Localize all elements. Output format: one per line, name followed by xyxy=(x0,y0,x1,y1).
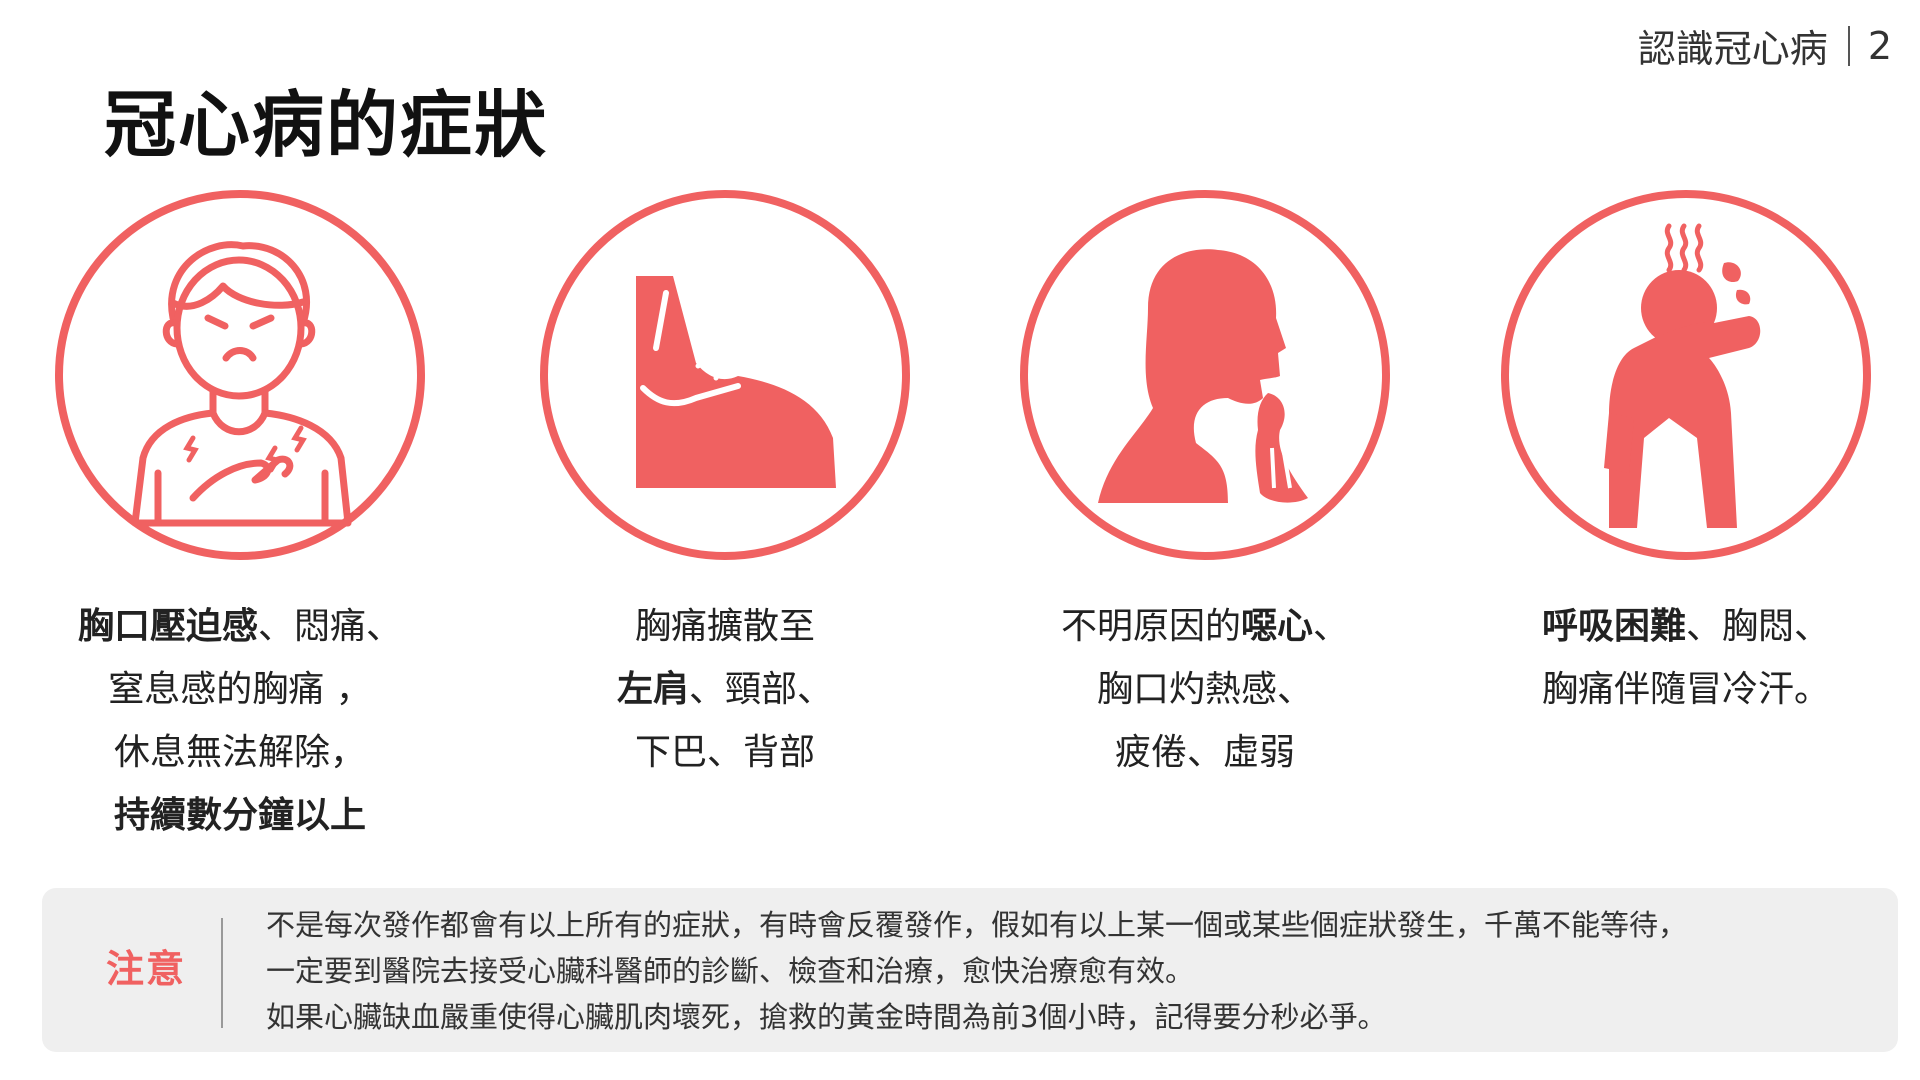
page-title: 冠心病的症狀 xyxy=(104,83,549,167)
note-line: 如果心臟缺血嚴重使得心臟肌肉壞死，搶救的黃金時間為前3個小時，記得要分秒必爭。 xyxy=(266,1000,1387,1034)
text-seg: 左肩 xyxy=(616,669,689,710)
text-seg: 下巴、背部 xyxy=(634,732,815,773)
text-seg: 胸口灼熱感、 xyxy=(1096,669,1313,710)
text-seg: 胸痛擴散至 xyxy=(634,606,815,647)
note-line: 不是每次發作都會有以上所有的症狀，有時會反覆發作，假如有以上某一個或某些個症狀發… xyxy=(266,908,1688,942)
text-seg: 、頸部、 xyxy=(689,669,834,710)
icon-circle xyxy=(1020,190,1390,560)
symptom-card-nausea: 不明原因的噁心、 胸口灼熱感、 疲倦、虛弱 xyxy=(960,190,1440,840)
text-seg: 呼吸困難 xyxy=(1541,606,1686,647)
symptom-text: 胸口壓迫感、悶痛、 窒息感的胸痛 ， 休息無法解除， 持續數分鐘以上 xyxy=(0,595,485,847)
text-seg: 、 xyxy=(1313,606,1350,647)
section-title: 認識冠心病 xyxy=(1637,27,1828,71)
symptom-text: 胸痛擴散至 左肩、頸部、 下巴、背部 xyxy=(480,595,970,784)
text-seg: 疲倦、虛弱 xyxy=(1114,732,1295,773)
symptom-text: 呼吸困難、胸悶、 胸痛伴隨冒冷汗。 xyxy=(1441,595,1920,721)
note-divider xyxy=(221,918,223,1028)
text-seg: 胸口壓迫感 xyxy=(77,606,258,647)
icon-circle xyxy=(1501,190,1871,560)
sweating-person-icon xyxy=(1604,223,1761,528)
header-divider xyxy=(1847,25,1850,66)
symptom-list: 胸口壓迫感、悶痛、 窒息感的胸痛 ， 休息無法解除， 持續數分鐘以上 胸痛擴散至… xyxy=(0,190,1920,840)
text-seg: 、胸悶、 xyxy=(1686,606,1831,647)
note-text: 不是每次發作都會有以上所有的症狀，有時會反覆發作，假如有以上某一個或某些個症狀發… xyxy=(266,902,1687,1040)
text-seg: 不明原因的 xyxy=(1060,606,1241,647)
text-seg: 、悶痛、 xyxy=(258,606,403,647)
vomiting-head-icon xyxy=(1098,249,1308,503)
symptom-card-chest-pressure: 胸口壓迫感、悶痛、 窒息感的胸痛 ， 休息無法解除， 持續數分鐘以上 xyxy=(0,190,475,840)
text-seg: 持續數分鐘以上 xyxy=(113,795,366,836)
page-number: 2 xyxy=(1867,23,1892,68)
text-seg: 窒息感的胸痛 ， xyxy=(108,669,372,710)
symptom-card-radiating-pain: 胸痛擴散至 左肩、頸部、 下巴、背部 xyxy=(480,190,960,840)
note-box: 注意 不是每次發作都會有以上所有的症狀，有時會反覆發作，假如有以上某一個或某些個… xyxy=(42,888,1898,1052)
note-label: 注意 xyxy=(106,947,187,991)
symptom-text: 不明原因的噁心、 胸口灼熱感、 疲倦、虛弱 xyxy=(960,595,1450,784)
text-seg: 噁心 xyxy=(1240,606,1313,647)
note-line: 一定要到醫院去接受心臟科醫師的診斷、檢查和治療，愈快治療愈有效。 xyxy=(266,954,1195,988)
icon-circle xyxy=(55,190,425,560)
neck-shoulder-icon xyxy=(636,276,836,488)
text-seg: 胸痛伴隨冒冷汗。 xyxy=(1541,669,1830,710)
page-header: 認識冠心病 2 xyxy=(1638,18,1892,73)
chest-pain-person-icon xyxy=(131,241,352,527)
symptom-card-breathing: 呼吸困難、胸悶、 胸痛伴隨冒冷汗。 xyxy=(1441,190,1920,840)
text-seg: 休息無法解除， xyxy=(113,732,366,773)
icon-circle xyxy=(540,190,910,560)
